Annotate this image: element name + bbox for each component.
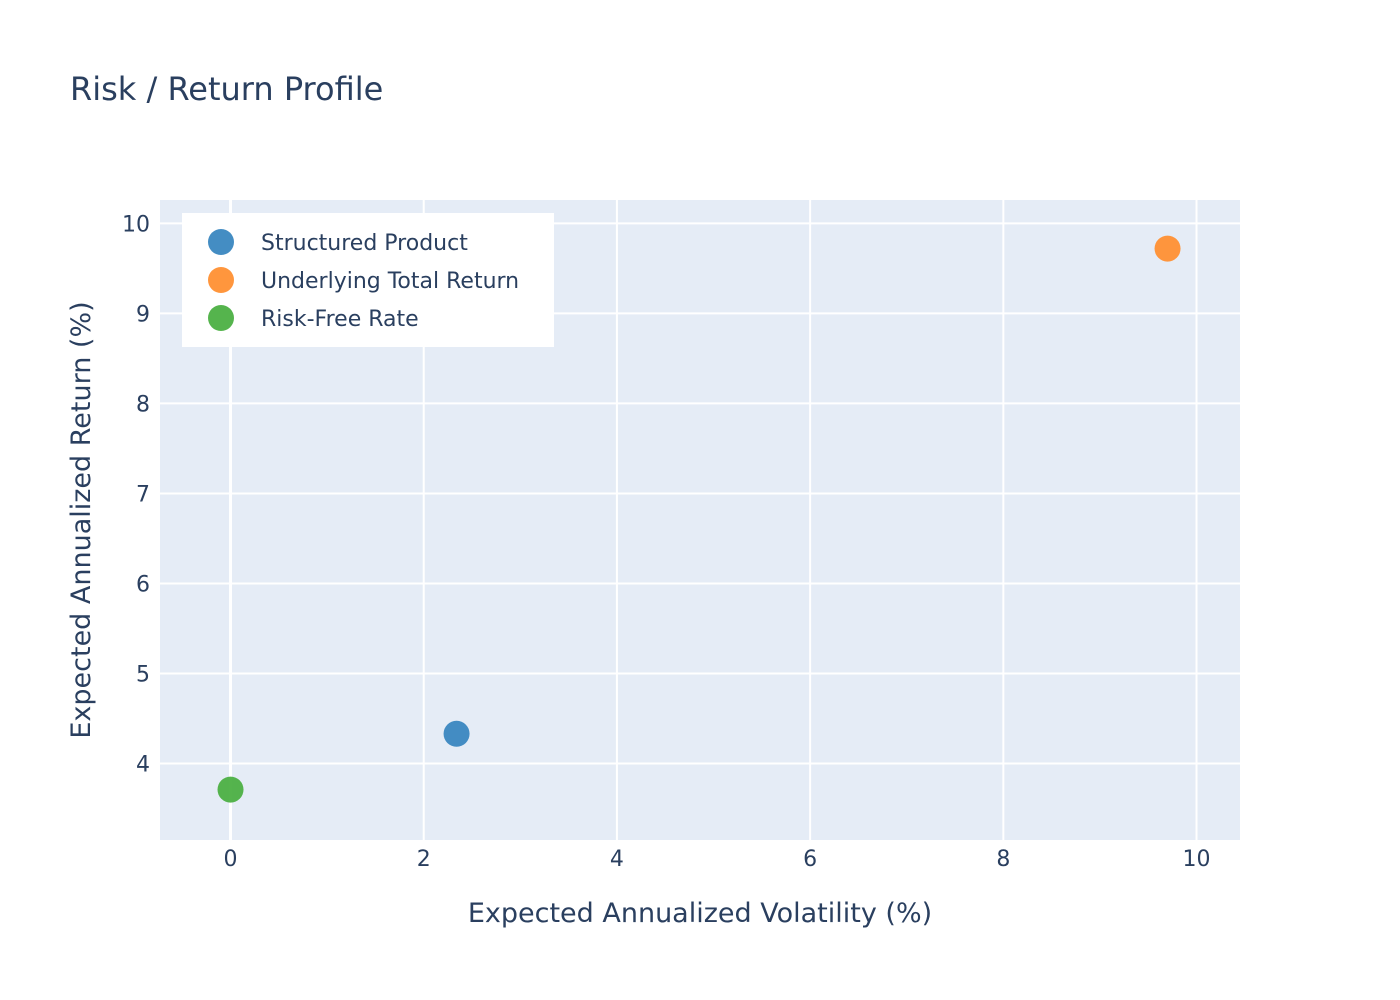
chart-title: Risk / Return Profile bbox=[70, 70, 383, 108]
legend-marker bbox=[208, 267, 234, 293]
data-points bbox=[217, 235, 1181, 803]
legend-marker bbox=[208, 229, 234, 255]
legend-label: Underlying Total Return bbox=[261, 269, 519, 294]
gridlines bbox=[160, 200, 1240, 840]
y-tick-label: 4 bbox=[136, 752, 150, 777]
y-tick-label: 9 bbox=[136, 302, 150, 327]
data-point bbox=[217, 776, 244, 803]
tick-labels: 0 2 4 6 8 10 4 5 6 7 8 9 10 bbox=[122, 212, 1211, 872]
x-tick-label: 8 bbox=[996, 847, 1010, 872]
x-tick-label: 6 bbox=[803, 847, 817, 872]
x-tick-label: 4 bbox=[610, 847, 624, 872]
legend: Structured Product Underlying Total Retur… bbox=[182, 213, 554, 347]
y-tick-label: 10 bbox=[122, 212, 150, 237]
legend-label: Structured Product bbox=[261, 231, 468, 256]
x-tick-label: 10 bbox=[1183, 847, 1211, 872]
x-tick-label: 2 bbox=[417, 847, 431, 872]
y-tick-label: 7 bbox=[136, 482, 150, 507]
legend-background bbox=[182, 213, 554, 347]
legend-marker bbox=[208, 305, 234, 331]
y-axis-label: Expected Annualized Return (%) bbox=[66, 301, 97, 738]
x-axis-label: Expected Annualized Volatility (%) bbox=[468, 898, 932, 929]
data-point bbox=[1154, 235, 1181, 262]
y-tick-label: 6 bbox=[136, 572, 150, 597]
x-tick-label: 0 bbox=[224, 847, 238, 872]
data-point bbox=[443, 720, 470, 747]
y-tick-label: 8 bbox=[136, 392, 150, 417]
y-tick-label: 5 bbox=[136, 662, 150, 687]
legend-label: Risk-Free Rate bbox=[261, 307, 419, 332]
